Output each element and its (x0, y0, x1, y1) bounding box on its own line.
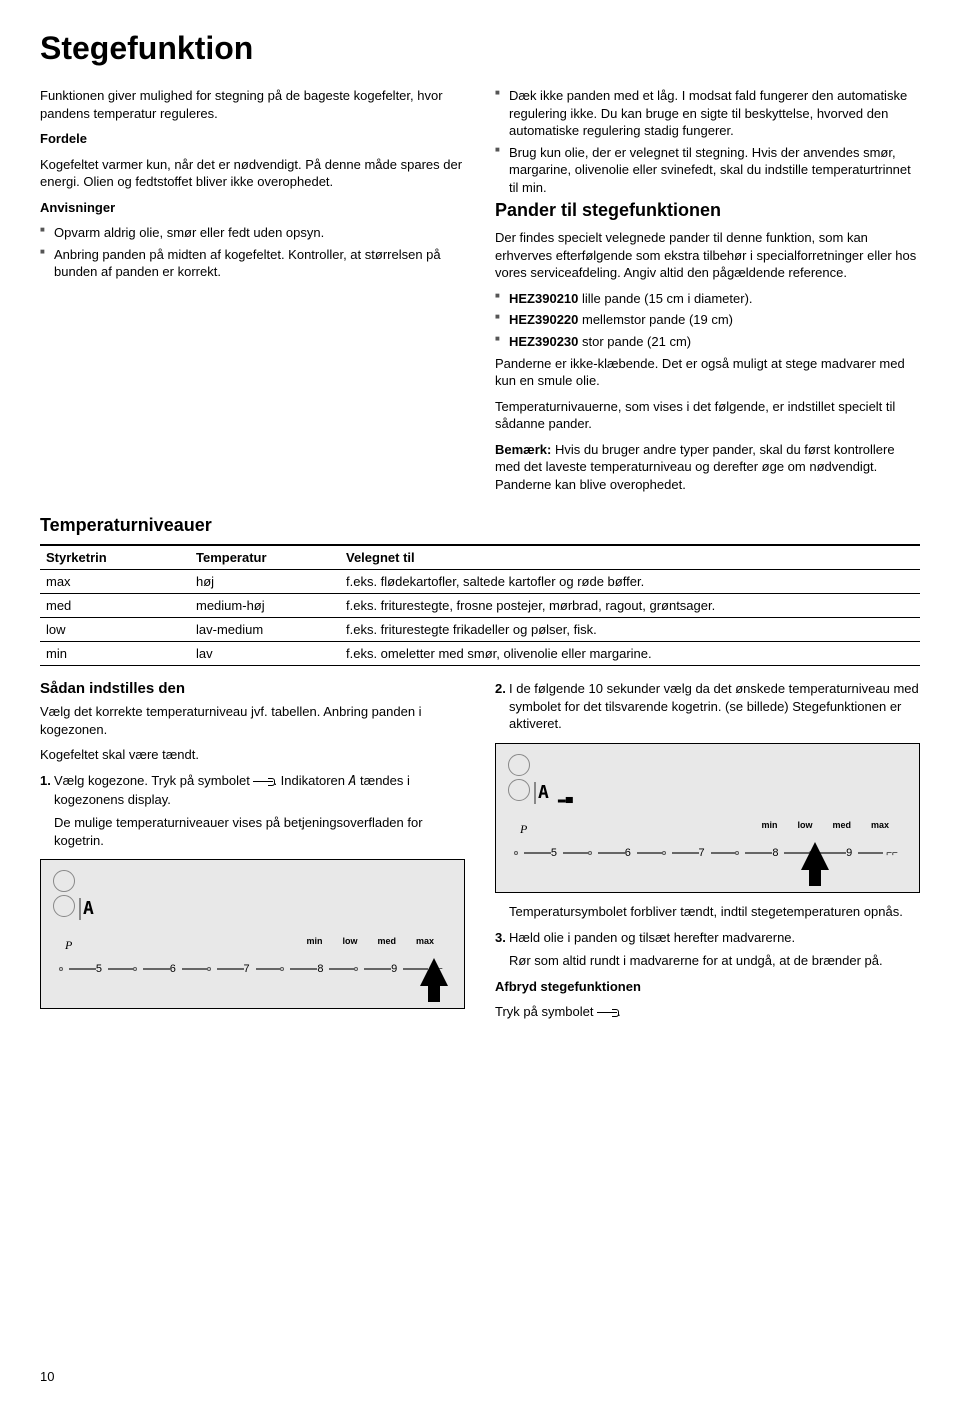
bemark-text: Bemærk: Hvis du bruger andre typer pande… (495, 441, 920, 494)
zone-circle-icon (53, 870, 75, 892)
pander-text-3: Temperaturnivauerne, som vises i det føl… (495, 398, 920, 433)
anvisning-item: Dæk ikke panden med et låg. I modsat fal… (495, 87, 920, 140)
pander-text: Der findes specielt velegnede pander til… (495, 229, 920, 282)
step-3: 3.Hæld olie i panden og tilsæt herefter … (495, 929, 920, 947)
wave-icon: ▂▄ (558, 792, 573, 803)
step-2: 2.I de følgende 10 sekunder vælg da det … (495, 680, 920, 733)
intro-text: Funktionen giver mulighed for stegning p… (40, 87, 465, 122)
step-2-after: Temperatursymbolet forbliver tændt, indt… (495, 903, 920, 921)
page-number: 10 (40, 1369, 54, 1384)
pander-item: HEZ390230 stor pande (21 cm) (495, 333, 920, 351)
number-scale: 5 6 7 8 9 ⌐⌐ (514, 844, 901, 862)
step-3-cont: Rør som altid rundt i madvarerne for at … (495, 952, 920, 970)
fordele-heading: Fordele (40, 130, 465, 148)
step-1: 1.Vælg kogezone. Tryk på symbolet . Indi… (40, 772, 465, 808)
anvisning-item: Anbring panden på midten af kogefeltet. … (40, 246, 465, 281)
up-arrow-icon (420, 958, 448, 986)
zone-circle-icon (53, 895, 75, 917)
anvisninger-list-cont: Dæk ikke panden med et låg. I modsat fal… (495, 87, 920, 196)
pander-text-2: Panderne er ikke-klæbende. Det er også m… (495, 355, 920, 390)
temp-labels: min low med max (306, 936, 434, 946)
zone-circle-icon (508, 754, 530, 776)
anvisninger-list: Opvarm aldrig olie, smør eller fedt uden… (40, 224, 465, 281)
pander-heading: Pander til stegefunktionen (495, 200, 920, 221)
th-temperatur: Temperatur (190, 545, 340, 570)
intro-columns: Funktionen giver mulighed for stegning p… (40, 87, 920, 501)
right-column: Dæk ikke panden med et låg. I modsat fal… (495, 87, 920, 501)
table-row: maxhøjf.eks. flødekartofler, saltede kar… (40, 570, 920, 594)
pander-item: HEZ390220 mellemstor pande (19 cm) (495, 311, 920, 329)
th-velegnet: Velegnet til (340, 545, 920, 570)
anvisning-item: Opvarm aldrig olie, smør eller fedt uden… (40, 224, 465, 242)
saadan-heading: Sådan indstilles den (40, 680, 465, 697)
up-arrow-icon (801, 842, 829, 870)
p-symbol-icon: P (520, 822, 527, 837)
frying-symbol-icon (253, 778, 273, 786)
anvisninger-heading: Anvisninger (40, 199, 465, 217)
table-row: minlavf.eks. omeletter med smør, oliveno… (40, 642, 920, 666)
saadan-p2: Kogefeltet skal være tændt. (40, 746, 465, 764)
table-row: lowlav-mediumf.eks. friturestegte frikad… (40, 618, 920, 642)
temperatur-table: Styrketrin Temperatur Velegnet til maxhø… (40, 544, 920, 666)
step-1-cont: De mulige temperaturniveauer vises på be… (40, 814, 465, 849)
pander-item: HEZ390210 lille pande (15 cm i diameter)… (495, 290, 920, 308)
instructions-left: Sådan indstilles den Vælg det korrekte t… (40, 680, 465, 1028)
control-panel-diagram-1: A P min low med max 5 6 7 8 9 ⌐⌐ (40, 859, 465, 1009)
instructions-right: 2.I de følgende 10 sekunder vælg da det … (495, 680, 920, 1028)
th-styrketrin: Styrketrin (40, 545, 190, 570)
saadan-p1: Vælg det korrekte temperaturniveau jvf. … (40, 703, 465, 738)
instructions-columns: Sådan indstilles den Vælg det korrekte t… (40, 680, 920, 1028)
pander-list: HEZ390210 lille pande (15 cm i diameter)… (495, 290, 920, 351)
zone-circle-icon (508, 779, 530, 801)
afbryd-text: Tryk på symbolet . (495, 1003, 920, 1021)
fordele-text: Kogefeltet varmer kun, når det er nødven… (40, 156, 465, 191)
frying-end-icon: ⌐⌐ (883, 847, 901, 859)
left-column: Funktionen giver mulighed for stegning p… (40, 87, 465, 501)
page-title: Stegefunktion (40, 30, 920, 67)
number-scale: 5 6 7 8 9 ⌐⌐ (59, 960, 446, 978)
frying-symbol-icon (597, 1009, 617, 1017)
anvisning-item: Brug kun olie, der er velegnet til stegn… (495, 144, 920, 197)
temperatur-heading: Temperaturniveauer (40, 515, 920, 536)
control-panel-diagram-2: A ▂▄ P min low med max 5 6 7 8 9 ⌐⌐ (495, 743, 920, 893)
afbryd-heading: Afbryd stegefunktionen (495, 978, 920, 996)
display-a: A (538, 782, 549, 803)
display-a: A (83, 898, 94, 919)
temp-labels: min low med max (761, 820, 889, 830)
p-symbol-icon: P (65, 938, 72, 953)
table-row: medmedium-højf.eks. friturestegte, frosn… (40, 594, 920, 618)
